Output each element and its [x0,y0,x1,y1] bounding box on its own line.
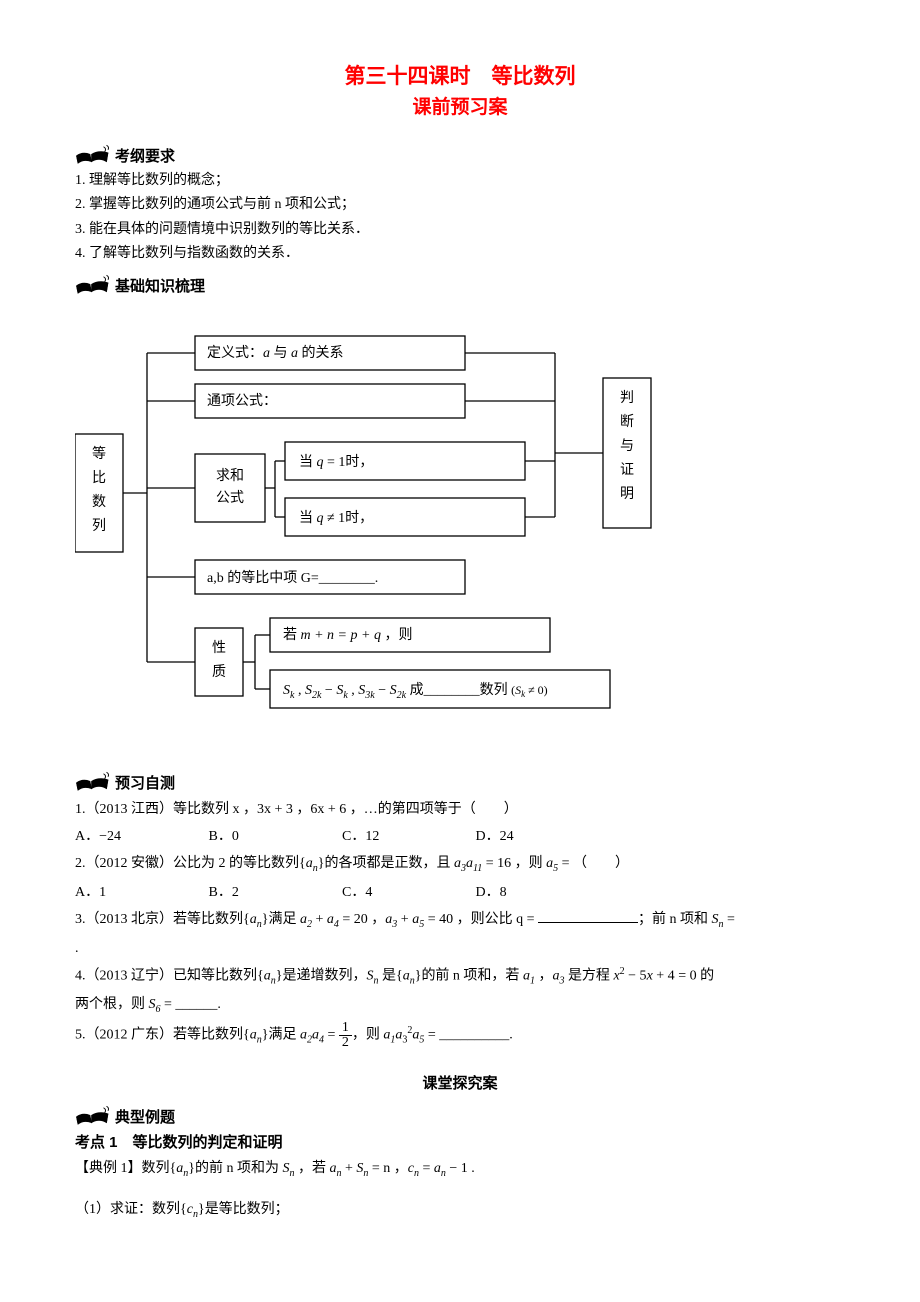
diagram-right-1: 判 [620,390,634,406]
diagram-node3-1: 求和 [216,468,244,484]
syllabus-title: 考纲要求 [115,145,175,166]
syllabus-item-4: 4. 了解等比数列与指数函数的关系． [75,243,845,265]
book-icon [75,1105,111,1127]
q2-opt-a: A．1 [75,880,205,905]
q1-opt-c: C．12 [342,824,472,849]
kaodian-1: 考点 1 等比数列的判定和证明 [75,1131,845,1152]
diagram-right-3: 与 [620,438,634,454]
section-header-syllabus: 考纲要求 [75,144,845,166]
selftest-block: 1.（2013 江西）等比数列 x ，3x + 3 ，6x + 6 ，…的第四项… [75,797,845,1051]
diagram-node5b: Sk , S2k − Sk , S3k − S2k 成________数列 (S… [283,682,548,701]
page-subtitle: 课前预习案 [75,92,845,119]
diagram-svg: 等 比 数 列 定义式：a 与 a 的关系 通项公式： 求和 公式 当 q = … [75,326,845,746]
section-header-knowledge: 基础知识梳理 [75,274,845,296]
syllabus-item-1: 1. 理解等比数列的概念； [75,170,845,192]
book-icon [75,274,111,296]
q4-line2: 两个根，则 S6 = ______. [75,992,845,1019]
diagram-node5-1: 性 [212,640,226,656]
diagram-node3-2: 公式 [216,490,244,506]
diagram-node3a: 当 q = 1时， [299,454,373,470]
diagram-right-4: 证 [620,462,634,478]
selftest-title: 预习自测 [115,772,175,793]
book-icon [75,144,111,166]
diagram-node5-2: 质 [212,664,226,680]
section-header-selftest: 预习自测 [75,771,845,793]
diagram-right-5: 明 [620,487,634,502]
knowledge-diagram: 等 比 数 列 定义式：a 与 a 的关系 通项公式： 求和 公式 当 q = … [75,326,845,746]
diagram-root-2: 比 [92,470,106,486]
diagram-node1: 定义式：a 与 a 的关系 [207,345,344,361]
diagram-node4: a,b 的等比中项 G=________. [207,569,378,586]
q2-opt-c: C．4 [342,880,472,905]
page-title: 第三十四课时 等比数列 [75,60,845,90]
q1-text: 1.（2013 江西）等比数列 x ，3x + 3 ，6x + 6 ，…的第四项… [75,797,845,822]
q1-opt-b: B．0 [209,824,339,849]
diagram-root-3: 数 [92,494,106,510]
q1-options: A．−24 B．0 C．12 D．24 [75,824,845,849]
example-1-sub1: （1）求证：数列{cn}是等比数列； [75,1197,845,1224]
q3-text: 3.（2013 北京）若等比数列{an}满足 a2 + a4 = 20 ，a3 … [75,907,845,934]
knowledge-title: 基础知识梳理 [115,275,205,296]
example-1: 【典例 1】数列{an}的前 n 项和为 Sn ，若 an + Sn = n ，… [75,1156,845,1183]
title-block: 第三十四课时 等比数列 课前预习案 [75,60,845,119]
q3-dot: . [75,936,845,961]
examples-title: 典型例题 [115,1106,175,1127]
diagram-right-2: 断 [620,414,634,430]
q1-opt-d: D．24 [476,824,606,849]
section-header-examples: 典型例题 [75,1105,845,1127]
syllabus-item-2: 2. 掌握等比数列的通项公式与前 n 项和公式； [75,194,845,216]
q2-options: A．1 B．2 C．4 D．8 [75,880,845,905]
q4-text: 4.（2013 辽宁）已知等比数列{an}是递增数列，Sn 是{an}的前 n … [75,963,845,990]
diagram-node3b: 当 q ≠ 1时， [299,510,373,526]
syllabus-item-3: 3. 能在具体的问题情境中识别数列的等比关系． [75,219,845,241]
diagram-root-4: 列 [92,518,106,534]
classroom-heading: 课堂探究案 [75,1072,845,1093]
book-icon [75,771,111,793]
diagram-node5a: 若 m + n = p + q ，则 [283,627,412,643]
q1-opt-a: A．−24 [75,824,205,849]
q5-text: 5.（2012 广东）若等比数列{an}满足 a2a4 = 12，则 a1a32… [75,1021,845,1050]
q2-opt-d: D．8 [476,880,606,905]
diagram-node2: 通项公式： [207,393,277,409]
diagram-root-1: 等 [92,445,106,462]
q2-text: 2.（2012 安徽）公比为 2 的等比数列{an}的各项都是正数，且 a3a1… [75,851,845,878]
q2-opt-b: B．2 [209,880,339,905]
